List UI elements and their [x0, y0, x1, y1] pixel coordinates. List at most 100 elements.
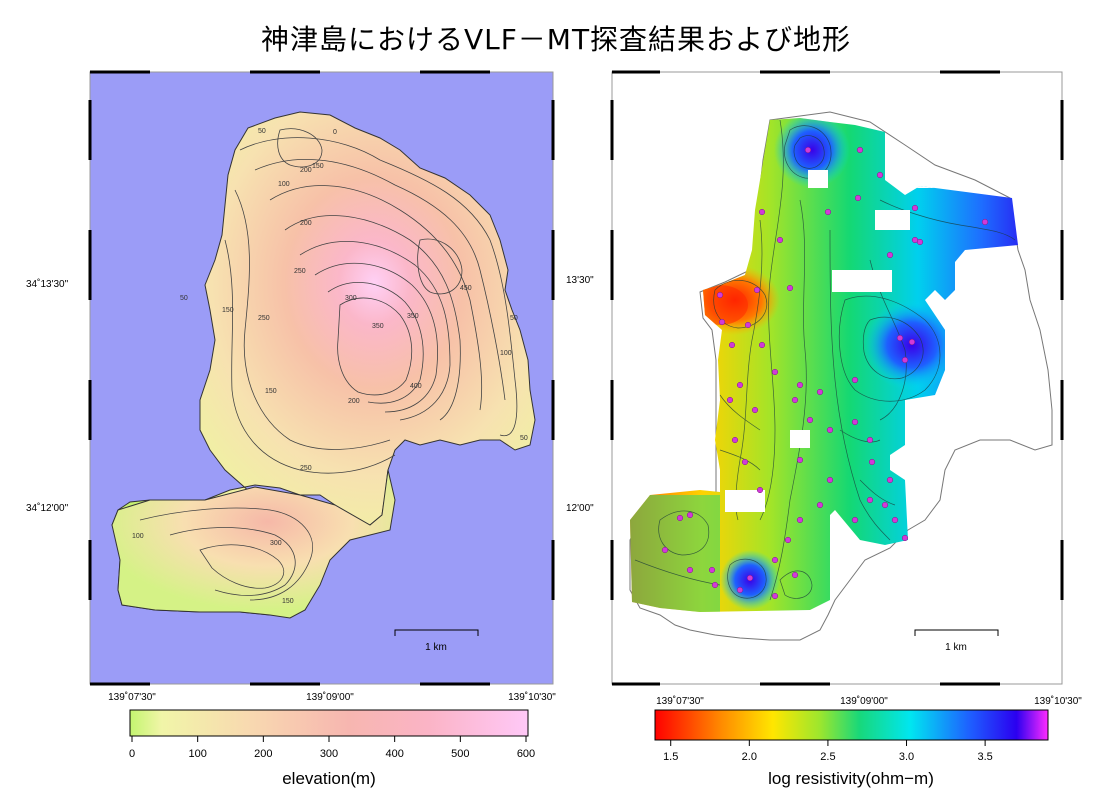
measurement-point [901, 534, 909, 542]
measurement-point [796, 381, 804, 389]
measurement-point [741, 458, 749, 466]
measurement-point [736, 381, 744, 389]
right-frame [611, 71, 1063, 685]
resistivity-tick-label: 2.5 [820, 751, 835, 763]
measurement-point [806, 416, 814, 424]
elevation-map: 1 km 34˚13'30" 34˚12'00" 139˚07'30" 139˚… [26, 70, 556, 788]
measurement-point [816, 501, 824, 509]
elevation-tick-label: 200 [254, 748, 272, 760]
left-y-tick-2: 34˚12'00" [26, 502, 69, 514]
measurement-point [753, 286, 761, 294]
measurement-point [661, 546, 669, 554]
measurement-point [916, 238, 924, 246]
elevation-colorbar-ticks: 0 100 200 300 400 500 600 [129, 736, 535, 760]
contour-label: 200 [348, 398, 360, 405]
measurement-point [896, 334, 904, 342]
island-north-shape [111, 111, 536, 616]
measurement-point [771, 368, 779, 376]
right-y-tick-1: 13'30" [566, 275, 594, 286]
measurement-point [731, 436, 739, 444]
left-x-tick-2: 139˚09'00" [306, 691, 354, 703]
resistivity-map: 1 km 13'30" 12'00" 139˚07'30" 139˚09'00"… [566, 70, 1082, 788]
elevation-tick-label: 600 [517, 748, 535, 760]
contour-label: 50 [180, 295, 188, 302]
resistivity-colorbar-label: log resistivity(ohm−m) [768, 769, 934, 788]
contour-label: 400 [410, 383, 422, 390]
measurement-point [886, 251, 894, 259]
contour-label: 450 [460, 285, 472, 292]
measurement-point [686, 511, 694, 519]
measurement-point [726, 396, 734, 404]
island-outline-right [629, 111, 1053, 641]
left-y-tick-1: 34˚13'30" [26, 278, 69, 290]
contour-labels: 5020015010002002505015025030035035040045… [132, 128, 528, 605]
left-x-tick-3: 139˚10'30" [508, 691, 556, 703]
measurement-point [908, 338, 916, 346]
elevation-tick-label: 300 [320, 748, 338, 760]
resistivity-colorbar-ticks: 1.5 2.0 2.5 3.0 3.5 [663, 740, 993, 763]
measurement-point [771, 592, 779, 600]
left-frame-ticks [88, 70, 555, 686]
measurement-point [796, 456, 804, 464]
right-y-tick-2: 12'00" [566, 503, 594, 514]
contour-label: 0 [333, 129, 337, 136]
contour-lines [139, 128, 518, 601]
resistivity-tick-label: 3.0 [899, 751, 914, 763]
contour-label: 100 [132, 533, 144, 540]
measurement-point [866, 436, 874, 444]
contour-label: 200 [300, 220, 312, 227]
measurement-point [796, 516, 804, 524]
measurement-point [816, 388, 824, 396]
measurement-point [856, 146, 864, 154]
measurement-point [826, 476, 834, 484]
contour-label: 350 [372, 323, 384, 330]
measurement-point [686, 566, 694, 574]
resistivity-colorbar [654, 709, 1049, 741]
measurement-point [851, 418, 859, 426]
measurement-point [718, 318, 726, 326]
measurement-point [824, 208, 832, 216]
resistivity-tick-label: 3.5 [977, 751, 992, 763]
left-frame [89, 71, 554, 685]
right-x-tick-1: 139˚07'30" [656, 695, 704, 707]
contour-label: 150 [222, 307, 234, 314]
measurement-point [804, 146, 812, 154]
measurement-point [911, 204, 919, 212]
measurement-point [866, 496, 874, 504]
measurement-point [676, 514, 684, 522]
measurement-point [891, 516, 899, 524]
contour-label: 300 [345, 295, 357, 302]
elevation-colorbar-label: elevation(m) [282, 769, 376, 788]
right-frame-ticks [610, 70, 1064, 686]
right-x-tick-3: 139˚10'30" [1034, 695, 1082, 707]
measurement-point [786, 284, 794, 292]
contour-label: 100 [500, 350, 512, 357]
right-scale-label: 1 km [945, 642, 967, 653]
measurement-point [784, 536, 792, 544]
measurement-point [876, 171, 884, 179]
contour-label: 100 [278, 181, 290, 188]
left-scale-bar [394, 629, 479, 636]
elevation-tick-label: 400 [385, 748, 403, 760]
elevation-colorbar [129, 709, 529, 737]
contour-label: 150 [312, 163, 324, 170]
page-title: 神津島におけるVLF－MT探査結果および地形 [260, 23, 852, 56]
measurement-point [758, 208, 766, 216]
measurement-point [881, 501, 889, 509]
contour-label: 250 [300, 465, 312, 472]
measurement-point [728, 341, 736, 349]
elevation-tick-label: 500 [451, 748, 469, 760]
contour-label: 150 [282, 598, 294, 605]
contour-label: 150 [265, 388, 277, 395]
contour-label: 300 [270, 540, 282, 547]
measurement-point [756, 486, 764, 494]
contour-label: 250 [258, 315, 270, 322]
measurement-point [854, 194, 862, 202]
measurement-point [711, 581, 719, 589]
measurement-point [868, 458, 876, 466]
island-south-shape [111, 469, 396, 619]
measurement-point [776, 236, 784, 244]
measurement-point [708, 566, 716, 574]
measurement-points [661, 146, 989, 600]
